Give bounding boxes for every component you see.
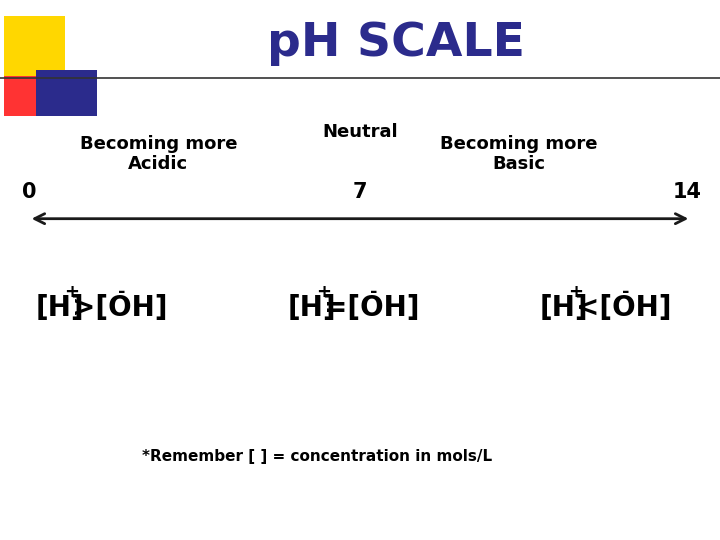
Text: *Remember [ ] = concentration in mols/L: *Remember [ ] = concentration in mols/L bbox=[142, 449, 492, 464]
Text: =[OH]: =[OH] bbox=[323, 294, 419, 322]
Text: 7: 7 bbox=[353, 181, 367, 202]
Text: <[OH]: <[OH] bbox=[575, 294, 671, 322]
Text: Becoming more
Basic: Becoming more Basic bbox=[440, 134, 597, 173]
Bar bbox=[36, 70, 97, 116]
Bar bbox=[4, 76, 50, 116]
Text: +: + bbox=[64, 282, 79, 301]
Text: 14: 14 bbox=[673, 181, 702, 202]
Text: +: + bbox=[568, 282, 583, 301]
Text: +: + bbox=[316, 282, 331, 301]
Text: [H]: [H] bbox=[540, 294, 589, 322]
Text: -: - bbox=[370, 282, 378, 301]
Text: -: - bbox=[118, 282, 126, 301]
Text: Neutral: Neutral bbox=[322, 123, 398, 141]
Text: -: - bbox=[622, 282, 630, 301]
Text: [H]: [H] bbox=[36, 294, 85, 322]
Text: pH SCALE: pH SCALE bbox=[267, 21, 525, 66]
Text: Becoming more
Acidic: Becoming more Acidic bbox=[80, 134, 237, 173]
Text: [H]: [H] bbox=[288, 294, 337, 322]
Text: >[OH]: >[OH] bbox=[71, 294, 167, 322]
Text: 0: 0 bbox=[22, 181, 36, 202]
Bar bbox=[4, 16, 65, 78]
